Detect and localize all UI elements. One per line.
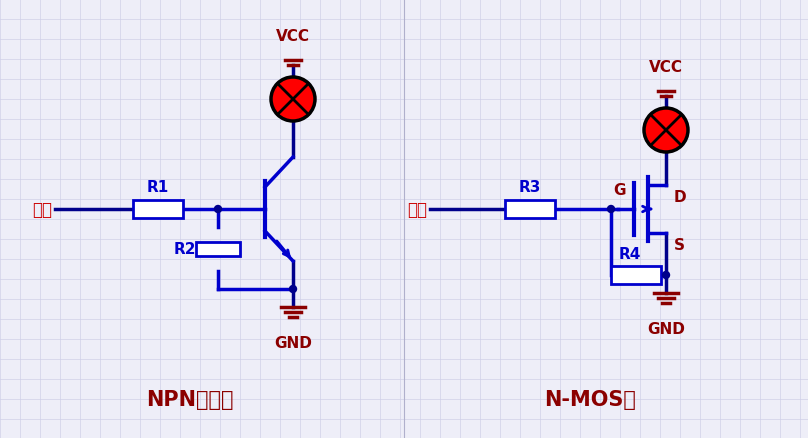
Circle shape [214, 206, 221, 213]
Text: R3: R3 [519, 180, 541, 194]
Text: VCC: VCC [276, 29, 310, 44]
Text: S: S [674, 237, 685, 252]
Bar [133, 201, 183, 219]
Text: R2: R2 [174, 242, 196, 257]
Circle shape [663, 272, 670, 279]
Text: G: G [614, 183, 626, 198]
Text: R1: R1 [147, 180, 169, 194]
Text: D: D [674, 190, 687, 205]
Text: GND: GND [274, 335, 312, 350]
Text: N-MOS管: N-MOS管 [544, 389, 636, 409]
Text: GND: GND [647, 321, 685, 336]
Text: NPN三极管: NPN三极管 [146, 389, 234, 409]
Bar [505, 201, 555, 219]
Circle shape [289, 286, 297, 293]
Text: 输入: 输入 [32, 201, 52, 219]
Text: VCC: VCC [649, 60, 683, 75]
Circle shape [644, 109, 688, 153]
Bar [196, 243, 240, 256]
Circle shape [608, 206, 615, 213]
Bar [611, 266, 661, 284]
Text: R4: R4 [619, 247, 642, 261]
Circle shape [271, 78, 315, 122]
Text: 输入: 输入 [407, 201, 427, 219]
